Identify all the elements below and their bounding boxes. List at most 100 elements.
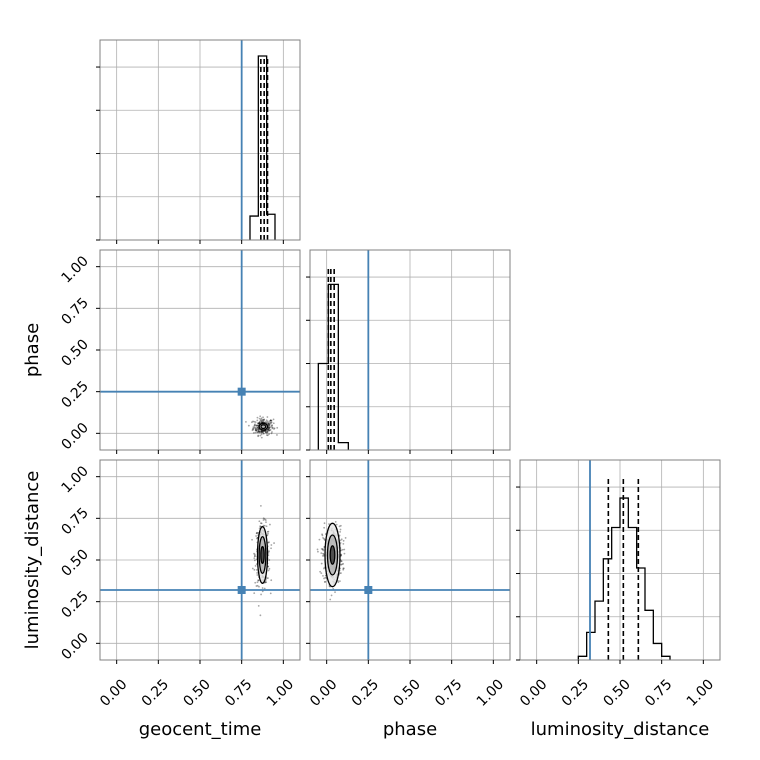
sample-point <box>245 420 247 423</box>
sample-point <box>267 532 269 535</box>
sample-point <box>255 532 258 534</box>
sample-point <box>256 531 259 534</box>
sample-point <box>267 569 270 572</box>
sample-point <box>268 426 271 429</box>
sample-point <box>269 419 272 422</box>
sample-point <box>264 421 267 424</box>
sample-point <box>270 421 273 424</box>
sample-point <box>254 565 257 567</box>
sample-point <box>268 424 271 427</box>
ytick-label-luminosity_distance-1: 0.25 <box>58 588 91 621</box>
sample-point <box>256 584 259 587</box>
contour-geocent_time-luminosity_distance-2 <box>260 546 265 564</box>
sample-point <box>339 580 341 583</box>
sample-point <box>270 424 273 427</box>
sample-point <box>256 419 259 422</box>
sample-point <box>323 526 326 529</box>
ytick-label-phase-1: 0.25 <box>58 378 91 411</box>
sample-point <box>267 424 270 426</box>
sample-point <box>342 562 345 565</box>
sample-point <box>340 538 343 541</box>
sample-point <box>260 419 263 422</box>
xtick-label-geocent_time-3: 0.75 <box>222 676 255 709</box>
sample-point <box>251 429 254 432</box>
sample-point <box>267 428 270 430</box>
sample-point <box>339 530 342 533</box>
sample-point <box>340 572 342 574</box>
sample-point <box>253 420 256 423</box>
sample-point <box>254 429 257 431</box>
sample-point <box>256 431 259 433</box>
sample-point <box>255 568 258 571</box>
sample-point <box>261 420 264 423</box>
xtick-label-phase-0: 0.00 <box>307 676 340 709</box>
sample-point <box>320 562 323 565</box>
xtick-label-luminosity_distance-4: 1.00 <box>684 676 717 709</box>
sample-point <box>268 423 271 426</box>
sample-point <box>253 555 256 558</box>
sample-point <box>266 434 269 437</box>
sample-point <box>320 552 323 555</box>
sample-point <box>254 581 257 584</box>
sample-point <box>260 418 262 421</box>
sample-point <box>266 429 269 431</box>
axis-ticks: 0.000.250.500.751.000.00 0.25 0.50 0.75 1.00… <box>58 66 717 710</box>
contour-geocent_time-phase-1 <box>260 424 267 430</box>
sample-point <box>272 418 275 421</box>
sample-point <box>265 521 267 524</box>
sample-point <box>265 581 268 584</box>
sample-point <box>263 524 266 527</box>
sample-point <box>270 432 273 435</box>
truth-marker-phase-luminosity_distance <box>364 586 373 594</box>
sample-point <box>252 428 255 431</box>
sample-point <box>267 422 270 425</box>
sample-point <box>317 550 319 553</box>
sample-point <box>338 525 341 528</box>
sample-point <box>340 560 343 563</box>
sample-point <box>323 577 325 580</box>
sample-point <box>258 520 261 523</box>
sample-point <box>322 553 325 556</box>
sample-point <box>256 581 259 584</box>
histogram-luminosity_distance <box>577 497 671 660</box>
sample-point <box>259 434 262 437</box>
sample-point <box>253 592 256 595</box>
sample-point <box>263 430 265 433</box>
sample-point <box>268 429 270 432</box>
sample-point <box>269 428 272 431</box>
sample-point <box>271 431 273 433</box>
sample-point <box>266 431 269 434</box>
xtick-label-phase-2: 0.50 <box>390 676 423 709</box>
sample-point <box>260 436 263 439</box>
sample-point <box>254 423 256 426</box>
sample-point <box>267 577 269 579</box>
sample-point <box>261 430 264 433</box>
sample-point <box>263 587 266 590</box>
sample-point <box>255 424 258 427</box>
sample-point <box>257 424 259 427</box>
ytick-label-phase-3: 0.75 <box>58 295 91 328</box>
sample-point <box>339 528 342 531</box>
truth-marker-geocent_time-phase <box>237 387 246 396</box>
sample-point <box>258 421 261 424</box>
sample-point <box>342 568 345 571</box>
sample-point <box>255 429 258 432</box>
sample-point <box>268 429 271 432</box>
sample-point <box>259 430 262 433</box>
sample-point <box>266 430 268 433</box>
sample-point <box>267 427 270 429</box>
sample-point <box>267 423 270 426</box>
sample-point <box>270 579 273 582</box>
sample-point <box>316 548 319 551</box>
sample-point <box>266 530 269 533</box>
sample-point <box>251 538 253 541</box>
sample-point <box>321 548 324 550</box>
sample-point <box>330 594 333 597</box>
sample-point <box>256 431 259 434</box>
sample-point <box>343 567 345 570</box>
sample-point <box>273 427 276 430</box>
sample-point <box>269 426 272 428</box>
sample-point <box>257 422 259 425</box>
sample-point <box>266 428 269 431</box>
